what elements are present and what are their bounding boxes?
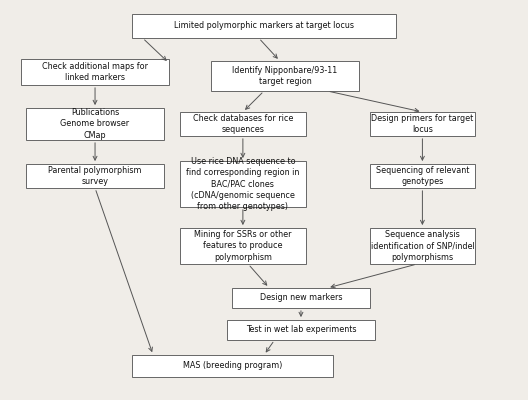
Text: Check additional maps for
linked markers: Check additional maps for linked markers bbox=[42, 62, 148, 82]
FancyBboxPatch shape bbox=[370, 164, 475, 188]
Text: Publications
Genome browser
CMap: Publications Genome browser CMap bbox=[61, 108, 129, 140]
FancyBboxPatch shape bbox=[370, 112, 475, 136]
FancyBboxPatch shape bbox=[227, 320, 375, 340]
FancyBboxPatch shape bbox=[21, 59, 169, 85]
Text: Parental polymorphism
survey: Parental polymorphism survey bbox=[48, 166, 142, 186]
FancyBboxPatch shape bbox=[211, 61, 359, 91]
FancyBboxPatch shape bbox=[180, 161, 306, 207]
Text: Identify Nipponbare/93-11
target region: Identify Nipponbare/93-11 target region bbox=[232, 66, 338, 86]
Text: Limited polymorphic markers at target locus: Limited polymorphic markers at target lo… bbox=[174, 22, 354, 30]
FancyBboxPatch shape bbox=[180, 112, 306, 136]
FancyBboxPatch shape bbox=[132, 14, 396, 38]
Text: Check databases for rice
sequences: Check databases for rice sequences bbox=[193, 114, 293, 134]
Text: Use rice DNA sequence to
find corresponding region in
BAC/PAC clones
(cDNA/genom: Use rice DNA sequence to find correspond… bbox=[186, 156, 299, 211]
Text: Test in wet lab experiments: Test in wet lab experiments bbox=[246, 326, 356, 334]
Text: Sequence analysis
identification of SNP/indel
polymorphisms: Sequence analysis identification of SNP/… bbox=[371, 230, 474, 262]
FancyBboxPatch shape bbox=[180, 228, 306, 264]
Text: Sequencing of relevant
genotypes: Sequencing of relevant genotypes bbox=[376, 166, 469, 186]
FancyBboxPatch shape bbox=[132, 355, 333, 377]
Text: Design new markers: Design new markers bbox=[260, 294, 342, 302]
Text: MAS (breeding program): MAS (breeding program) bbox=[183, 362, 282, 370]
Text: Mining for SSRs or other
features to produce
polymorphism: Mining for SSRs or other features to pro… bbox=[194, 230, 291, 262]
FancyBboxPatch shape bbox=[370, 228, 475, 264]
FancyBboxPatch shape bbox=[26, 164, 164, 188]
FancyBboxPatch shape bbox=[26, 108, 164, 140]
FancyBboxPatch shape bbox=[232, 288, 370, 308]
Text: Design primers for target
locus: Design primers for target locus bbox=[371, 114, 474, 134]
